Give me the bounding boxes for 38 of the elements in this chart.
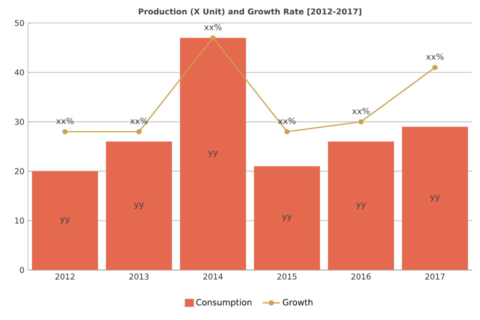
x-tick-label: 2012 <box>55 274 74 280</box>
point <box>358 119 364 124</box>
y-tick-label: 0 <box>20 266 24 274</box>
y-tick-label: 20 <box>14 168 24 174</box>
chart-title: Production (X Unit) and Growth Rate [2012-2017] <box>138 8 362 16</box>
x-tick-label: 2015 <box>277 274 296 280</box>
x-tick-label: 2013 <box>129 274 149 280</box>
bar <box>254 166 320 270</box>
y-tick-label: 30 <box>14 118 24 125</box>
data-label: xx% <box>204 24 222 30</box>
data-label: xx% <box>426 54 444 60</box>
point <box>210 35 216 40</box>
data-label: yy <box>60 217 70 224</box>
data-label: yy <box>282 214 292 222</box>
bar <box>402 126 468 270</box>
bar <box>106 142 172 270</box>
y-tick-label: 40 <box>14 69 24 76</box>
bar <box>328 142 394 270</box>
y-tick-label: 50 <box>14 20 24 26</box>
data-label: xx% <box>130 118 148 124</box>
data-label: yy <box>356 202 366 209</box>
point <box>432 64 438 70</box>
bar <box>180 38 246 270</box>
data-label: yy <box>134 202 144 209</box>
data-label: xx% <box>352 108 370 114</box>
point <box>62 129 68 134</box>
legend-label: Growth <box>282 298 312 306</box>
data-label: yy <box>430 195 440 202</box>
y-tick-label: 10 <box>15 218 24 224</box>
x-tick-label: 2017 <box>425 274 444 280</box>
point <box>136 129 142 134</box>
point <box>284 129 290 134</box>
x-tick-label: 2014 <box>203 274 223 280</box>
data-label: xx% <box>56 118 74 124</box>
x-tick-label: 2016 <box>351 274 371 280</box>
bar <box>32 171 98 270</box>
data-label: yy <box>208 150 218 158</box>
legend-label: Consumption <box>196 298 252 308</box>
